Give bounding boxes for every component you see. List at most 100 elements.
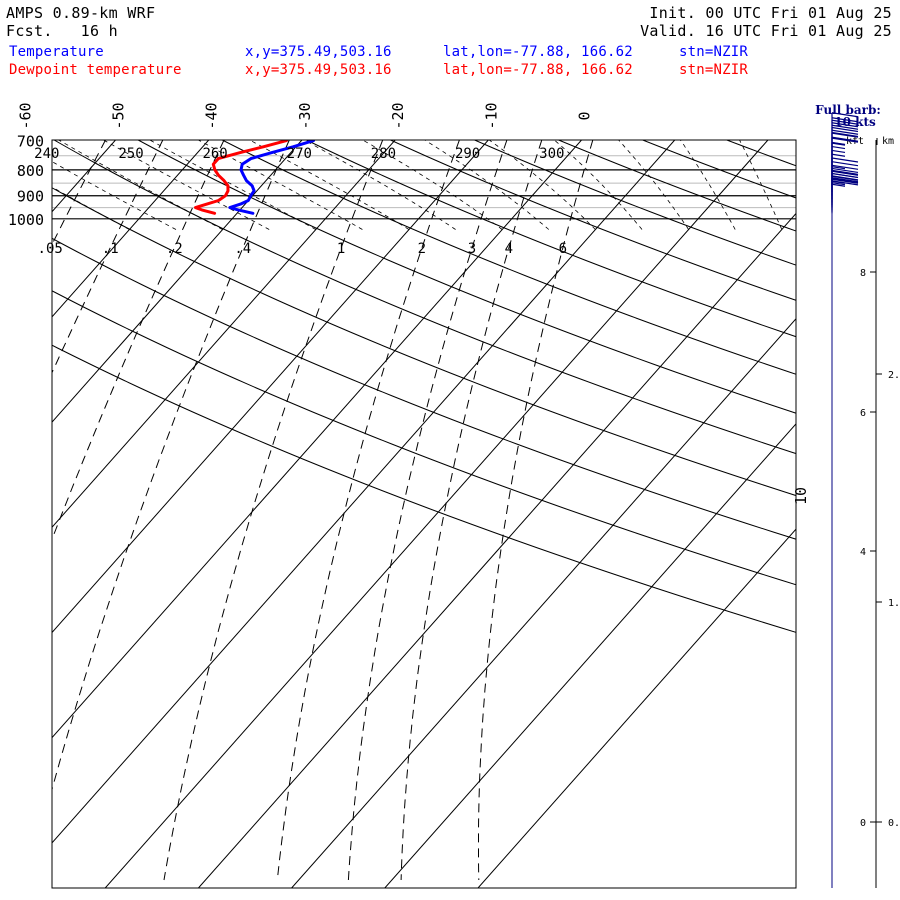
isotherm-line — [52, 140, 303, 423]
kft-tick-label: 6 — [860, 408, 866, 419]
isotherm-line — [384, 423, 796, 888]
pressure-tick-label: 800 — [17, 162, 44, 180]
mixing-ratio-line — [52, 140, 225, 541]
pressure-tick-label: 900 — [17, 188, 44, 206]
wind-barb-full — [831, 136, 859, 142]
legend-label: Temperature — [9, 44, 104, 60]
wind-barb-full — [831, 157, 859, 163]
dry-adiabat-line — [222, 140, 796, 375]
dry-adiabat-line — [474, 140, 796, 266]
wind-barb-full — [831, 132, 859, 138]
plot-area — [0, 140, 900, 888]
moist-adiabat-line — [553, 140, 643, 230]
kft-tick-label: 4 — [860, 547, 866, 558]
barb-title-line2: 10 kts — [834, 115, 876, 129]
temperature-tick-group: -30 — [296, 102, 314, 129]
mixing-ratio-line — [52, 140, 290, 792]
mixing-ratio-tick-label: 3 — [468, 241, 476, 257]
valid-time: Valid. 16 UTC Fri 01 Aug 25 — [640, 22, 892, 40]
dry-adiabat-line — [642, 140, 796, 199]
wind-barb-full — [831, 167, 859, 174]
legend-label: Dewpoint temperature — [9, 62, 182, 78]
km-tick-label: 1. — [888, 598, 900, 609]
model-header: AMPS 0.89-km WRF Fcst. 16 h — [6, 4, 155, 40]
mixing-ratio-tick-label: .2 — [166, 241, 183, 257]
pressure-tick-label: 1000 — [8, 211, 44, 229]
wind-barb-full — [831, 117, 859, 123]
isotherm-line — [104, 140, 769, 888]
wind-barb-half — [831, 149, 846, 154]
legend-temperature: Temperature x,y=375.49,503.16 lat,lon=-77.… — [9, 44, 748, 60]
legend-xy: x,y=375.49,503.16 — [245, 62, 392, 78]
plot-frame — [51, 139, 797, 889]
wind-barb-full — [831, 169, 859, 175]
isotherm-line — [52, 140, 396, 529]
km-tick-label: 2. — [888, 370, 900, 381]
wind-barb-full — [831, 131, 859, 138]
mixing-ratio-tick-label: 2 — [418, 241, 426, 257]
legend-latlon: lat,lon=-77.88, 166.62 — [443, 62, 633, 78]
dry-adiabat-line — [52, 344, 796, 633]
temperature-tick-label: -60 — [16, 102, 34, 129]
mixing-ratio-tick-label: .4 — [234, 241, 251, 257]
mixing-ratio-tick-label: 1 — [337, 241, 345, 257]
isotherm-line — [52, 140, 210, 318]
temperature-tick-group: -20 — [389, 102, 407, 129]
dry-adiabat-line — [811, 140, 900, 884]
wind-barb-half — [831, 166, 846, 170]
legend-latlon: lat,lon=-77.88, 166.62 — [443, 44, 633, 60]
isotherm-line — [52, 140, 676, 844]
mixing-ratio-line — [400, 140, 543, 881]
isotherm-line — [52, 140, 582, 739]
mixing-ratio-tick-label: .05 — [38, 241, 63, 257]
dry-adiabat-line — [726, 140, 796, 167]
moist-adiabat-line — [52, 161, 177, 230]
dry-adiabat-line — [52, 187, 796, 497]
dry-adiabat-line — [390, 140, 796, 301]
legend-station: stn=NZIR — [679, 44, 749, 60]
kft-tick-label: 8 — [860, 268, 866, 279]
mixing-ratio-line — [478, 140, 594, 881]
moist-adiabat-line — [102, 140, 270, 230]
theta-tick-label: 260 — [202, 146, 227, 162]
theta-tick-label: 270 — [287, 146, 312, 162]
temperature-tick-label: -20 — [389, 102, 407, 129]
wind-barb-half — [831, 153, 846, 157]
temperature-profile-line — [228, 140, 315, 215]
wind-barb-full — [831, 119, 859, 125]
wind-barb-full — [831, 177, 859, 183]
moist-adiabat-line — [423, 140, 550, 230]
isotherm-line — [0, 140, 22, 888]
moist-adiabat-line — [248, 140, 410, 230]
dry-adiabat-line — [137, 140, 796, 414]
isotherm-line — [291, 317, 796, 888]
legend-xy: x,y=375.49,503.16 — [245, 44, 392, 60]
wind-barb-full — [831, 178, 859, 184]
wind-barb-full — [831, 177, 859, 184]
theta-tick-label: 250 — [118, 146, 143, 162]
wind-barb-full — [831, 161, 859, 167]
isotherm-line — [477, 528, 796, 888]
dry-adiabat-line — [306, 140, 796, 338]
wind-barb-full — [831, 180, 859, 186]
mixing-ratio-tick-label: 6 — [559, 241, 567, 257]
dry-adiabat-line — [53, 140, 796, 455]
wind-barb-full — [831, 129, 859, 135]
init-time: Init. 00 UTC Fri 01 Aug 25 — [649, 4, 892, 22]
temperature-tick-label: -30 — [296, 102, 314, 129]
model-title: AMPS 0.89-km WRF — [6, 4, 156, 22]
pressure-tick-label: 700 — [17, 133, 44, 151]
temperature-tick-group: -60 — [16, 102, 34, 129]
moist-adiabat-line — [52, 186, 130, 230]
dewpoint-profile-line — [194, 140, 288, 215]
theta-tick-label: 280 — [371, 146, 396, 162]
temperature-tick-label: -50 — [110, 102, 128, 129]
dry-adiabat-line — [895, 140, 900, 884]
theta-tick-label: 300 — [539, 146, 564, 162]
mixing-ratio-tick-label: .1 — [102, 241, 119, 257]
temperature-tick-group: -40 — [203, 102, 221, 129]
dry-adiabat-line — [52, 237, 796, 540]
wind-barb-full — [831, 124, 859, 130]
temperature-tick-group: 0 — [576, 111, 594, 120]
